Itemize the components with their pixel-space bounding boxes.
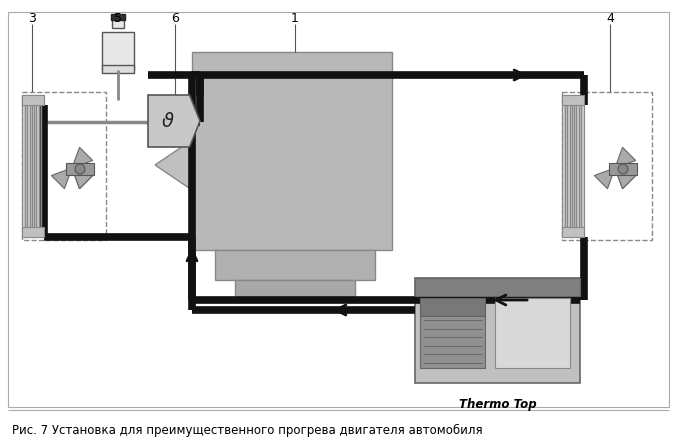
- Bar: [215, 250, 375, 280]
- Bar: [562, 227, 584, 237]
- Bar: [495, 298, 570, 368]
- Polygon shape: [72, 168, 92, 189]
- Bar: [22, 95, 44, 105]
- Bar: [8, 12, 669, 407]
- Bar: [420, 298, 485, 316]
- Bar: [235, 280, 355, 300]
- Bar: [562, 95, 584, 237]
- Polygon shape: [72, 168, 92, 189]
- Text: Thermo Top: Thermo Top: [459, 398, 536, 411]
- Bar: [415, 278, 580, 296]
- Polygon shape: [615, 168, 636, 189]
- Polygon shape: [72, 147, 92, 168]
- Text: 3: 3: [28, 12, 36, 25]
- Polygon shape: [148, 95, 200, 147]
- Text: $\vartheta$: $\vartheta$: [161, 112, 175, 130]
- Bar: [415, 278, 580, 383]
- Text: 5: 5: [114, 12, 122, 25]
- Text: 6: 6: [171, 12, 179, 25]
- Bar: [22, 95, 44, 237]
- Bar: [111, 14, 125, 20]
- Bar: [22, 92, 106, 240]
- Polygon shape: [594, 168, 615, 189]
- Bar: [102, 32, 134, 70]
- Bar: [112, 18, 124, 28]
- Bar: [420, 298, 485, 368]
- Polygon shape: [52, 168, 72, 189]
- Bar: [192, 52, 392, 250]
- Text: 1: 1: [291, 12, 299, 25]
- Bar: [102, 65, 134, 73]
- Text: Рис. 7 Установка для преимущественного прогрева двигателя автомобиля: Рис. 7 Установка для преимущественного п…: [12, 423, 483, 436]
- Polygon shape: [155, 140, 192, 190]
- Bar: [562, 92, 652, 240]
- Bar: [22, 227, 44, 237]
- Bar: [562, 95, 584, 105]
- Polygon shape: [615, 147, 636, 168]
- Bar: [66, 163, 94, 175]
- Text: 4: 4: [606, 12, 614, 25]
- Circle shape: [75, 164, 85, 174]
- Bar: [609, 163, 637, 175]
- Polygon shape: [615, 168, 636, 189]
- Circle shape: [618, 164, 628, 174]
